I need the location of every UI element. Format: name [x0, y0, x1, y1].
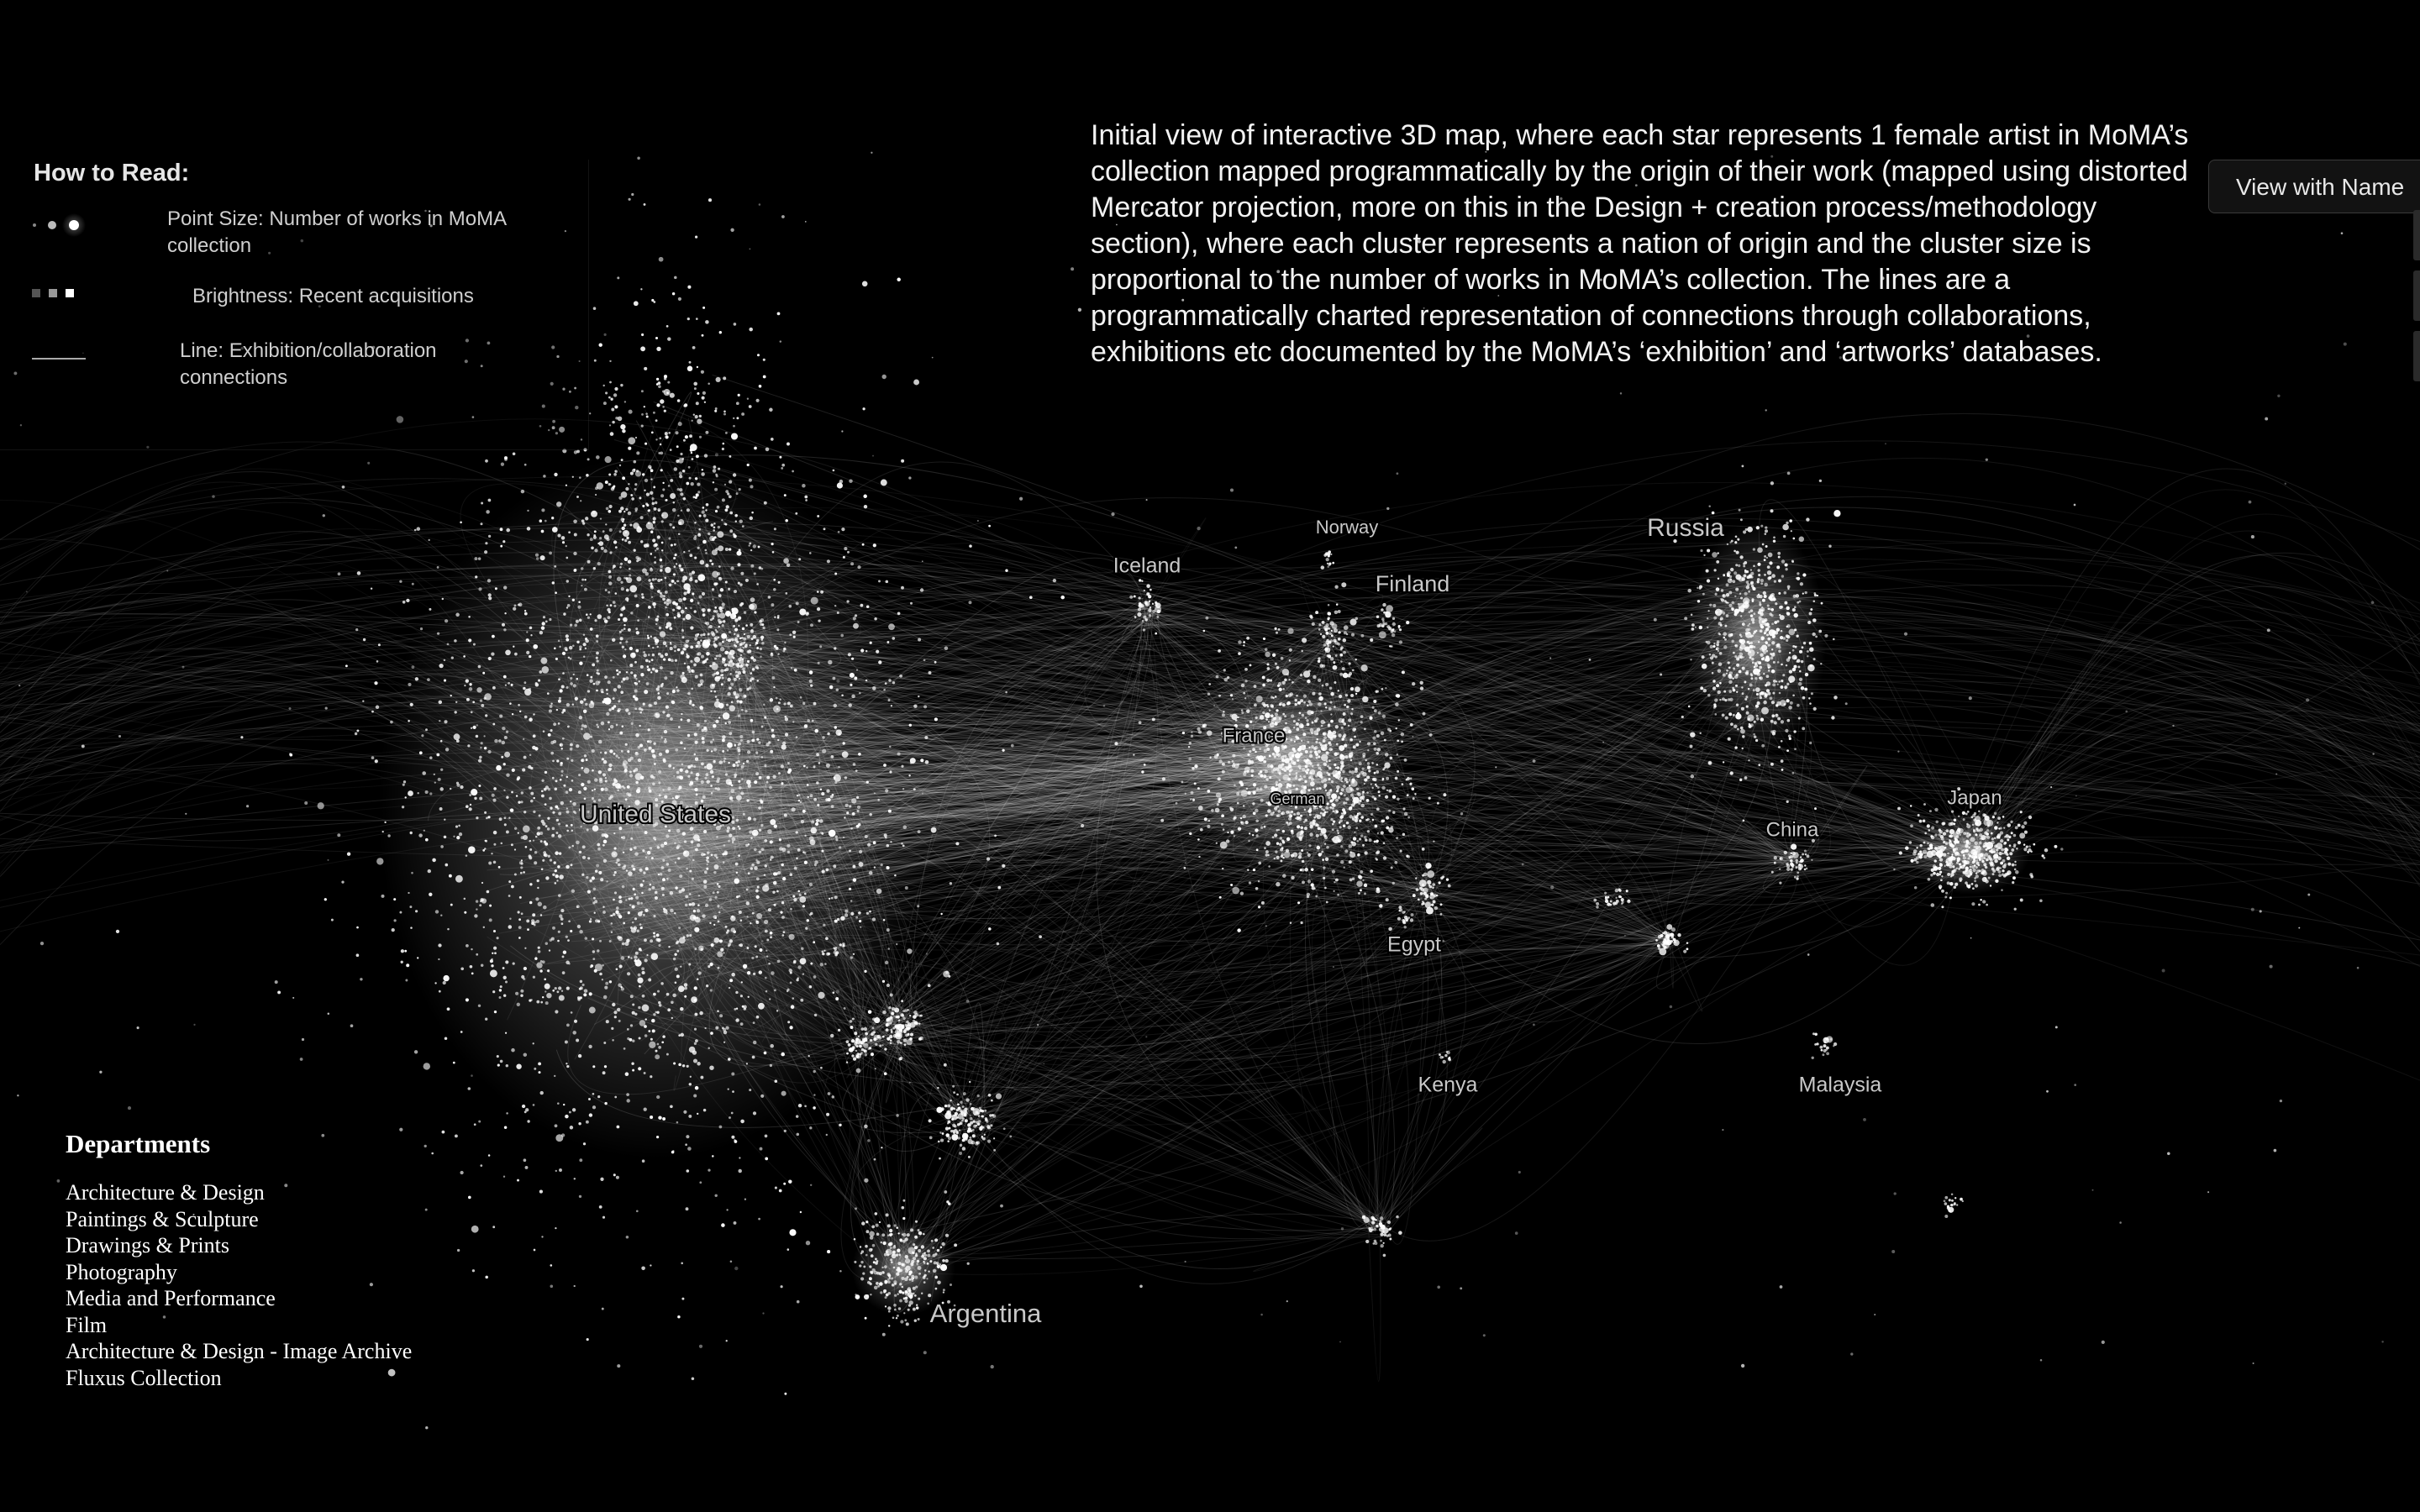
legend-row-brightness: Brightness: Recent acquisitions — [0, 283, 588, 342]
departments-title: Departments — [66, 1129, 211, 1158]
artist-stars — [13, 150, 2420, 1430]
legend-row-point-size: Point Size: Number of works in MoMA coll… — [0, 206, 588, 265]
brightness-icon — [32, 289, 74, 297]
legend-brightness-label: Brightness: Recent acquisitions — [192, 285, 474, 307]
side-tab[interactable] — [2413, 270, 2420, 321]
country-label-iceland: Iceland — [1113, 554, 1181, 578]
country-label-japan: Japan — [1947, 786, 2002, 809]
dept-item-drawings-prints[interactable]: Drawings & Prints — [66, 1233, 229, 1257]
country-label-russia: Russia — [1647, 514, 1724, 542]
country-label-german: German — [1270, 790, 1324, 807]
country-label-kenya: Kenya — [1418, 1074, 1478, 1097]
dept-item-paintings-sculpture[interactable]: Paintings & Sculpture — [66, 1206, 259, 1231]
point-size-icon — [33, 213, 86, 237]
country-label-norway: Norway — [1316, 517, 1379, 538]
legend-title: How to Read: — [34, 160, 190, 186]
line-icon — [32, 358, 86, 360]
country-label-france: France — [1223, 724, 1286, 747]
country-label-egypt: Egypt — [1387, 933, 1441, 957]
country-label-china: China — [1766, 818, 1819, 841]
view-with-name-button[interactable]: View with Name — [2208, 160, 2420, 213]
country-labels: United States France German Iceland Norway Fi… — [578, 512, 2004, 1330]
country-label-finland: Finland — [1376, 571, 1450, 596]
side-tab[interactable] — [2413, 210, 2420, 260]
side-tab[interactable] — [2413, 331, 2420, 381]
dept-item-media-performance[interactable]: Media and Performance — [66, 1286, 276, 1310]
dept-item-photography[interactable]: Photography — [66, 1259, 177, 1284]
legend-point-size-label: Point Size: Number of works in MoMA coll… — [167, 207, 506, 257]
dept-item-film[interactable]: Film — [66, 1312, 108, 1337]
country-label-malaysia: Malaysia — [1799, 1074, 1882, 1097]
dept-item-architecture-design[interactable]: Architecture & Design — [66, 1180, 265, 1205]
country-label-argentina: Argentina — [930, 1299, 1042, 1328]
departments-panel: Departments Architecture & Design Painti… — [66, 1129, 412, 1391]
dept-item-architecture-design-image-archive[interactable]: Architecture & Design - Image Archive — [66, 1339, 413, 1363]
legend-line-label: Line: Exhibition/collaboration connectio… — [180, 339, 437, 389]
side-tabs — [2413, 210, 2420, 391]
legend-row-line: Line: Exhibition/collaboration connectio… — [0, 338, 588, 396]
dept-item-fluxus-collection[interactable]: Fluxus Collection — [66, 1365, 222, 1390]
map-description: Initial view of interactive 3D map, wher… — [1091, 119, 2189, 368]
cluster-glows — [378, 454, 2030, 1315]
country-label-united-states: United States — [580, 801, 731, 828]
how-to-read-legend: How to Read: Point Size: Number of works… — [0, 160, 589, 450]
